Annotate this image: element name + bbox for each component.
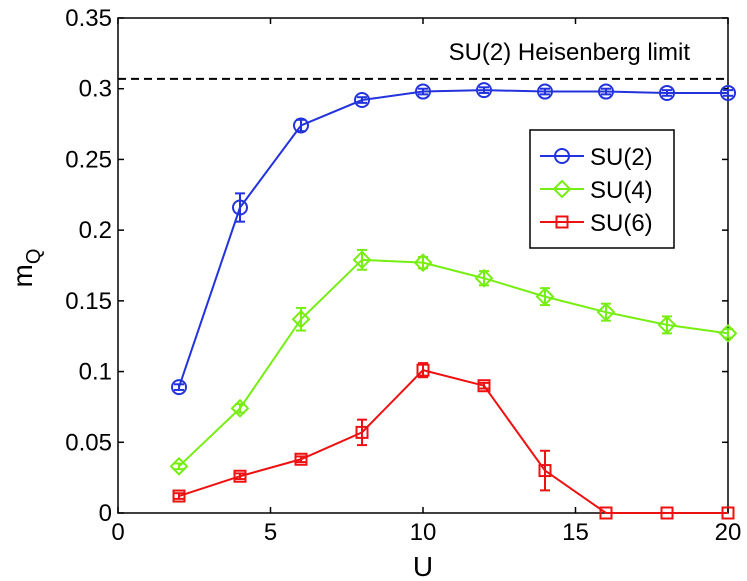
y-tick-label: 0.25 (65, 146, 112, 173)
y-axis-title: m (7, 264, 38, 287)
data-point-circle (720, 84, 736, 101)
x-tick-label: 20 (715, 519, 742, 546)
data-point-diamond (230, 398, 250, 418)
data-point-square (294, 452, 308, 466)
data-point-square (538, 464, 552, 478)
series-line (178, 89, 728, 388)
data-point-circle (537, 83, 553, 100)
data-point-diamond (169, 456, 189, 476)
data-point-diamond (718, 323, 738, 343)
data-point-circle (354, 92, 370, 109)
legend-label: SU(4) (590, 177, 653, 204)
data-point-circle (415, 83, 431, 100)
series-su2 (171, 82, 736, 396)
data-point-diamond (291, 309, 311, 329)
y-tick-label: 0.1 (79, 359, 112, 386)
data-point-circle (232, 199, 248, 216)
x-axis-title: U (413, 551, 433, 581)
data-point-diamond (352, 250, 372, 270)
data-point-diamond (552, 179, 572, 199)
data-point-square (416, 363, 430, 377)
data-point-diamond (413, 253, 433, 273)
data-point-circle (598, 83, 614, 100)
series-su4 (169, 248, 738, 476)
series-layer (169, 82, 738, 520)
data-point-square (660, 506, 674, 520)
data-point-diamond (535, 287, 555, 307)
y-tick-label: 0.35 (65, 5, 112, 32)
svg-text:mQ: mQ (7, 249, 45, 288)
y-axis-title-subscript: Q (23, 249, 45, 265)
legend-label: SU(2) (590, 144, 653, 171)
y-axis-title-group: mQ (7, 249, 45, 288)
series-su6 (172, 362, 735, 520)
x-tick-labels: 0 5 10 15 20 (111, 519, 741, 546)
series-line (178, 258, 729, 468)
x-tick-label: 15 (562, 519, 589, 546)
data-point-circle (554, 148, 570, 164)
y-tick-label: 0.3 (79, 76, 112, 103)
data-point-square (355, 425, 369, 439)
y-tick-label: 0 (99, 500, 112, 527)
legend-label: SU(6) (590, 210, 653, 237)
heisenberg-limit-label: SU(2) Heisenberg limit (449, 39, 691, 66)
y-tick-labels: 0 0.05 0.1 0.15 0.2 0.25 0.3 0.35 (65, 5, 112, 527)
data-point-circle (659, 84, 675, 101)
data-point-diamond (596, 302, 616, 322)
y-tick-label: 0.15 (65, 288, 112, 315)
data-point-square (477, 379, 491, 393)
x-tick-label: 5 (264, 519, 277, 546)
data-point-square (233, 469, 247, 483)
legend-entry: SU(6) (540, 210, 653, 237)
y-tick-label: 0.05 (65, 429, 112, 456)
legend-entry: SU(4) (540, 177, 653, 204)
data-point-square (172, 489, 186, 503)
x-tick-label: 0 (111, 519, 124, 546)
data-point-circle (171, 379, 187, 396)
data-point-square (555, 215, 569, 229)
data-point-square (721, 506, 735, 520)
series-line (178, 369, 728, 514)
data-point-diamond (657, 315, 677, 335)
data-point-circle (476, 82, 492, 99)
data-point-square (599, 506, 613, 520)
data-point-diamond (474, 268, 494, 288)
y-tick-label: 0.2 (79, 217, 112, 244)
legend-entry: SU(2) (540, 144, 653, 171)
x-tick-label: 10 (410, 519, 437, 546)
legend: SU(2) SU(4) SU(6) (529, 129, 675, 249)
data-point-circle (293, 117, 309, 134)
